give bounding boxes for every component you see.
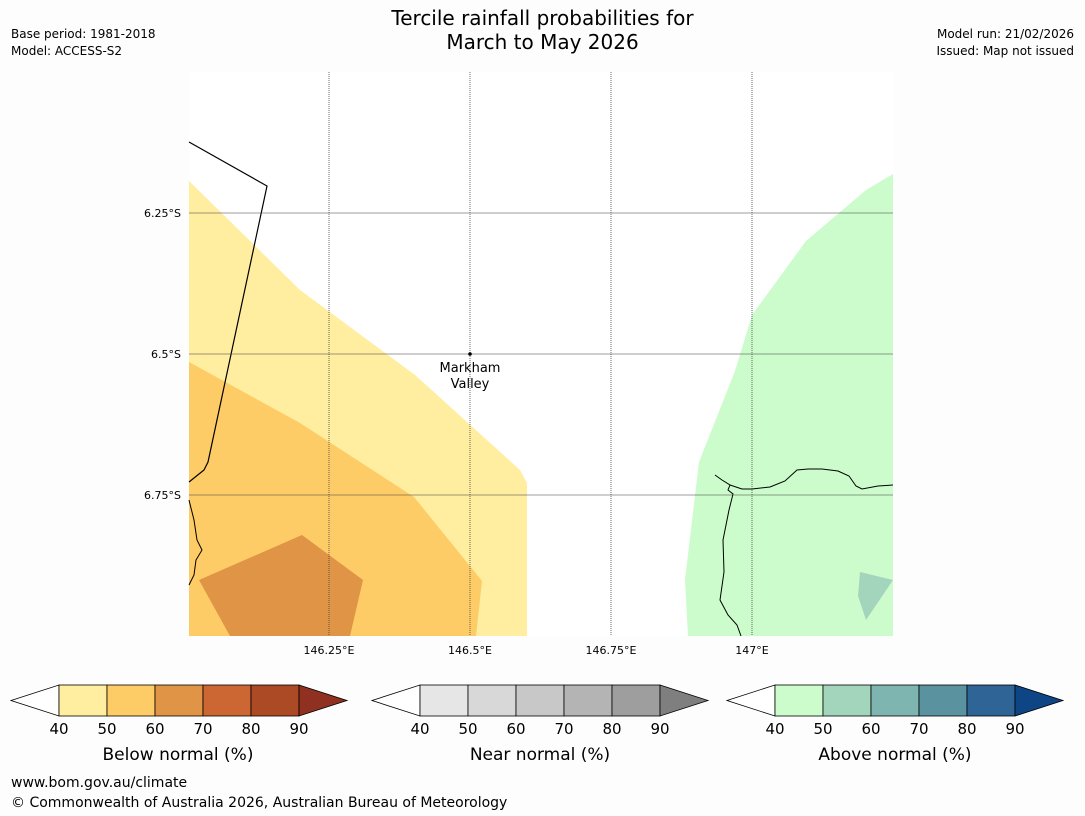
legend-extend-high (1014, 684, 1065, 717)
lon-label-146-75: 146.75°E (586, 644, 637, 657)
legend-near-normal: 40 50 60 70 80 90 (371, 684, 710, 738)
legend-swatch (106, 684, 156, 717)
footer-copyright: © Commonwealth of Australia 2026, Austra… (11, 795, 508, 811)
meta-right: Model run: 21/02/2026 Issued: Map not is… (936, 26, 1074, 60)
legend-tick-label: 90 (650, 720, 669, 738)
base-period: Base period: 1981-2018 (11, 27, 156, 41)
legend-tick-label: 70 (909, 720, 928, 738)
legend-swatch (918, 684, 968, 717)
legend-tick-label: 60 (145, 720, 164, 738)
lat-label-6-5: 6.5°S (151, 348, 181, 361)
border-line (188, 141, 268, 483)
legend-tick-label: 50 (458, 720, 477, 738)
model-name: Model: ACCESS-S2 (11, 44, 123, 58)
legend-swatch (467, 684, 517, 717)
legend-swatch (563, 684, 613, 717)
coastline-north-east (729, 468, 894, 490)
below-normal-60-region (199, 535, 363, 636)
legend-extend-high (659, 684, 710, 717)
issued-status: Issued: Map not issued (936, 44, 1074, 58)
legend-tick-label: 50 (813, 720, 832, 738)
legend-tick-label: 90 (289, 720, 308, 738)
place-name-line-1: Markham (440, 361, 501, 376)
title-line-2: March to May 2026 (446, 30, 639, 54)
legend-tick-label: 80 (957, 720, 976, 738)
above-normal-40-region (685, 174, 893, 636)
legend-swatch (822, 684, 872, 717)
legend-swatch (774, 684, 824, 717)
title-line-1: Tercile rainfall probabilities for (391, 6, 694, 30)
above-normal-50-region (858, 572, 893, 620)
coastline-west (188, 499, 203, 586)
legend-tick-label: 40 (765, 720, 784, 738)
legend-tick-label: 50 (97, 720, 116, 738)
legend-below-title: Below normal (%) (102, 745, 254, 765)
legend-tick-label: 90 (1005, 720, 1024, 738)
legend-extend-low (371, 684, 421, 717)
grid-lines (189, 72, 893, 636)
lon-label-147: 147°E (735, 644, 768, 657)
legend-tick-label: 70 (554, 720, 573, 738)
legend-tick-label: 60 (506, 720, 525, 738)
footer-url[interactable]: www.bom.gov.au/climate (11, 775, 188, 791)
legend-tick-label: 80 (241, 720, 260, 738)
model-run: Model run: 21/02/2026 (936, 27, 1074, 41)
map-title: Tercile rainfall probabilities for March… (0, 6, 1085, 54)
lat-label-6-25: 6.25°S (144, 207, 181, 220)
rainfall-map: 6.25°S 6.5°S 6.75°S 146.25°E 146.5°E 146… (144, 72, 894, 657)
legend-tick-label: 40 (49, 720, 68, 738)
legend-swatch (611, 684, 661, 717)
legend-swatch (154, 684, 204, 717)
legend-tick-label: 80 (602, 720, 621, 738)
legend-swatch (515, 684, 565, 717)
place-marker (468, 352, 472, 356)
legend-tick-label: 40 (410, 720, 429, 738)
legend-swatch (966, 684, 1016, 717)
lat-label-6-75: 6.75°S (144, 489, 181, 502)
legend-swatch (250, 684, 300, 717)
lon-label-146-5: 146.5°E (448, 644, 492, 657)
legend-tick-label: 60 (861, 720, 880, 738)
legend-swatch (58, 684, 108, 717)
legend-swatch (419, 684, 469, 717)
legend-extend-low (10, 684, 60, 717)
legend-swatch (870, 684, 920, 717)
lon-label-146-25: 146.25°E (304, 644, 355, 657)
place-name-line-2: Valley (451, 377, 490, 392)
legend-above-title: Above normal (%) (818, 745, 972, 765)
meta-left: Base period: 1981-2018 Model: ACCESS-S2 (11, 26, 156, 60)
legend-extend-high (298, 684, 349, 717)
legend-tick-label: 70 (193, 720, 212, 738)
legend-near-title: Near normal (%) (469, 745, 611, 765)
legend-above-normal: 40 50 60 70 80 90 (726, 684, 1065, 738)
legend-below-normal: 40 50 60 70 80 90 (10, 684, 349, 738)
legend-extend-low (726, 684, 776, 717)
coastline-east (714, 474, 742, 637)
legend-swatch (202, 684, 252, 717)
